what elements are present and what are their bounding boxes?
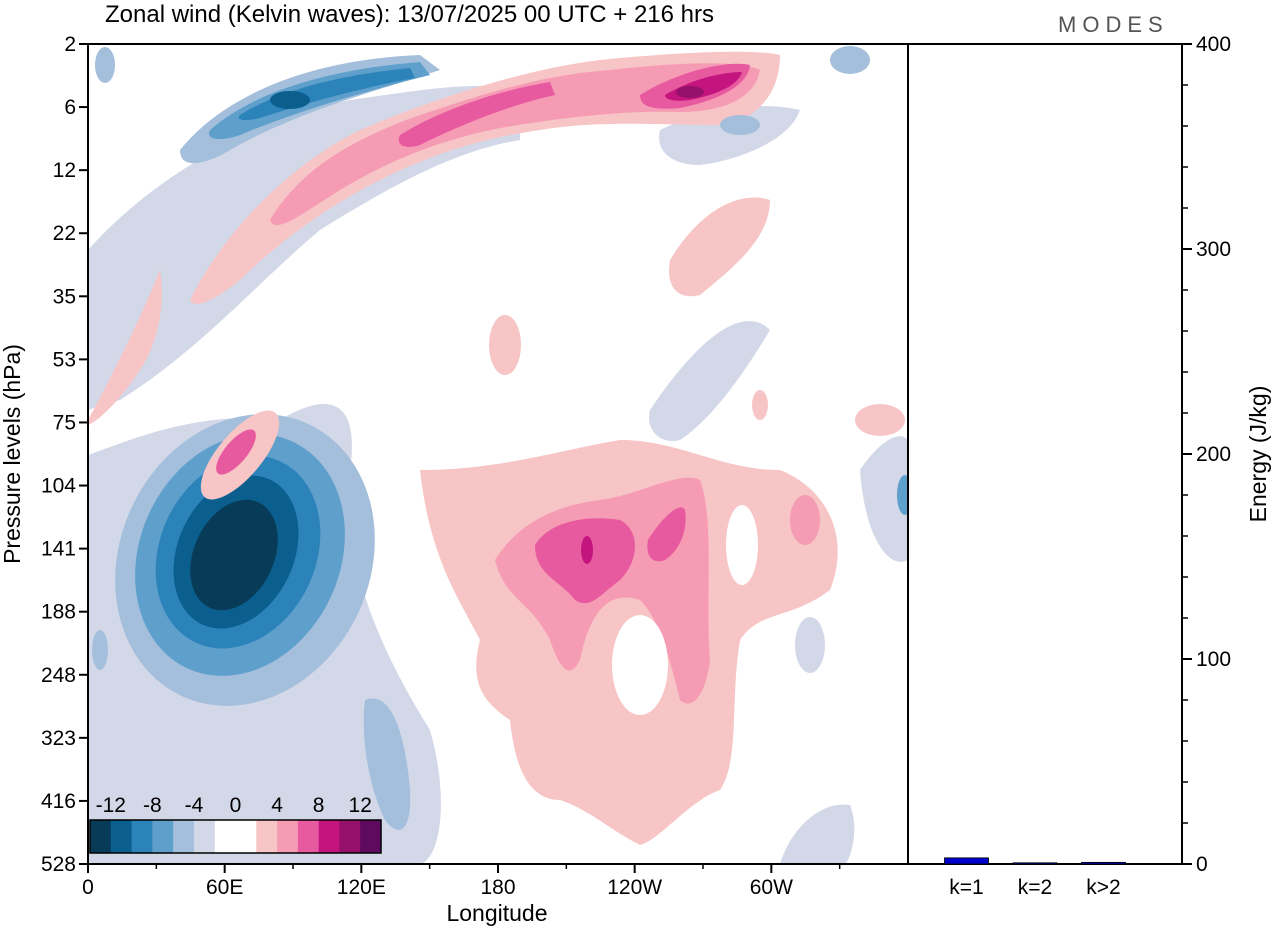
energy-bars (944, 857, 1126, 865)
x-tick-label: 0 (82, 876, 94, 899)
y-axis-ticks: 2 6 12 22 35 53 75 104 141 188 248 323 416 528 (41, 33, 88, 876)
neg-region-mid-right (649, 321, 770, 441)
colorbar-swatch (360, 820, 382, 853)
energy-tick-label: 300 (1196, 238, 1231, 261)
y-tick-label: 416 (41, 790, 76, 813)
neg-spot-top-left (95, 47, 115, 83)
pos-region-hole (612, 615, 668, 715)
pos-band-upper-6 (270, 63, 760, 226)
colorbar-swatch (152, 820, 174, 853)
energy-axis-title: Energy (J/kg) (1245, 386, 1271, 523)
neg-tongue-lower (363, 698, 411, 830)
pos-blob-mid (489, 315, 521, 375)
y-tick-label: 75 (53, 411, 76, 434)
colorbar-frame (89, 819, 382, 854)
colorbar-swatch (110, 820, 133, 853)
x-axis-ticks: 0 60E 120E 180 120W 60W (82, 864, 841, 899)
colorbar-label: 8 (313, 794, 325, 817)
y-axis-title: Pressure levels (hPa) (0, 344, 25, 564)
energy-x-labels: k=1 k=2 k>2 (949, 876, 1120, 899)
y-tick-label: 12 (53, 159, 76, 182)
colorbar-label: -8 (143, 794, 162, 817)
y-tick-label: 528 (41, 853, 76, 876)
y-tick-label: 248 (41, 664, 76, 687)
colorbar-swatch (193, 820, 216, 853)
chart-title: Zonal wind (Kelvin waves): 13/07/2025 00… (105, 1, 714, 28)
energy-tick-label: 200 (1196, 443, 1231, 466)
neg-spot-right-edge (897, 475, 908, 515)
energy-panel: 0 100 200 300 400 k=1 k=2 k>2 Energy (J/kg) (907, 33, 1271, 899)
y-tick-label: 6 (64, 96, 76, 119)
colorbar-swatch (235, 820, 257, 853)
y-tick-label: 104 (41, 475, 76, 498)
y-tick-label: 22 (53, 222, 76, 245)
neg-region-upper-band (88, 85, 520, 411)
energy-tick-label: 400 (1196, 33, 1231, 56)
neg-region-right-mid (860, 436, 908, 562)
energy-x-label: k=2 (1018, 876, 1052, 899)
colorbar-label: 0 (230, 794, 242, 817)
colorbar-swatch (318, 820, 340, 853)
pos-blob-right (855, 404, 905, 436)
colorbar-labels: -12 -8 -4 0 4 8 12 (96, 794, 372, 817)
colorbar-swatch (90, 820, 112, 853)
colorbar-label: 4 (271, 794, 283, 817)
energy-frame (907, 43, 1183, 865)
colorbar-label: 12 (349, 794, 372, 817)
x-tick-label: 120W (607, 876, 662, 899)
pos-core-central (581, 536, 593, 564)
colorbar-swatch (297, 820, 320, 853)
pos-blob-left-8 (216, 429, 256, 475)
colorbar-swatch (173, 820, 195, 853)
pos-streak-lower-left (88, 270, 162, 425)
x-tick-label: 180 (480, 876, 515, 899)
y-tick-label: 188 (41, 601, 76, 624)
energy-x-label: k=1 (949, 876, 983, 899)
y-tick-label: 323 (41, 727, 76, 750)
colorbar-swatches (90, 820, 382, 853)
energy-bar (1012, 862, 1058, 865)
colorbar-swatch (339, 820, 361, 853)
colorbar-swatch (131, 820, 153, 853)
energy-bar (1081, 861, 1126, 865)
pos-blob-right-6 (790, 495, 820, 545)
energy-tick-label: 0 (1196, 853, 1208, 876)
colorbar-swatch (277, 820, 299, 853)
colorbar-label: -4 (185, 794, 204, 817)
pos-band-upper-8 (398, 82, 555, 147)
heatmap-panel (87, 43, 909, 865)
neg-blob-level-12 (190, 499, 278, 611)
neg-spot-top-right (830, 46, 870, 74)
y-tick-label: 141 (41, 538, 76, 561)
neg-spot-right-lower (795, 617, 825, 673)
pos-blob-small (752, 390, 768, 420)
y-tick-label: 53 (53, 348, 76, 371)
x-tick-label: 120E (337, 876, 386, 899)
colorbar-swatch (256, 820, 278, 853)
pos-band-core (676, 86, 704, 98)
energy-x-label: k>2 (1086, 876, 1120, 899)
pos-region-central-8b (647, 507, 686, 562)
colorbar-label: -12 (96, 794, 126, 817)
x-tick-label: 60W (750, 876, 793, 899)
energy-tick-label: 100 (1196, 648, 1231, 671)
y-tick-label: 35 (53, 285, 76, 308)
pos-band-upper-4 (190, 51, 780, 304)
heatmap-field (88, 46, 908, 864)
pos-blob-upper-right (669, 197, 770, 297)
energy-y-ticks: 0 100 200 300 400 (1182, 33, 1231, 876)
neg-streak-core (270, 91, 310, 109)
neg-region-bottom-right (780, 804, 855, 864)
pos-region-hole-right (726, 505, 758, 585)
modes-logo: MODES (1058, 12, 1169, 37)
x-axis-title: Longitude (446, 900, 547, 926)
colorbar: -12 -8 -4 0 4 8 12 (89, 794, 382, 854)
x-tick-label: 60E (206, 876, 243, 899)
colorbar-swatch (214, 820, 236, 853)
energy-bar (944, 857, 989, 865)
neg-spot-lower-left (92, 630, 108, 670)
neg-spot-upper-right (720, 115, 760, 135)
y-tick-label: 2 (64, 33, 76, 56)
